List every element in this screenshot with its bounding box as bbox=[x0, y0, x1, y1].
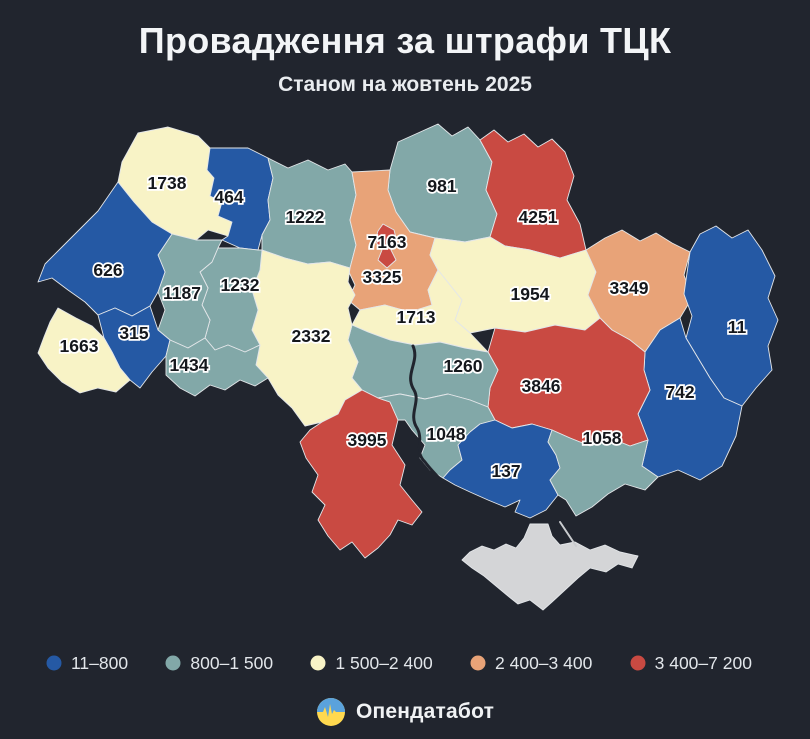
value-label-zaporizhzhia: 1058 bbox=[583, 428, 622, 448]
page-subtitle: Станом на жовтень 2025 bbox=[278, 73, 532, 96]
region-zaporizhzhia bbox=[547, 429, 659, 517]
legend-label: 2 400–3 400 bbox=[495, 652, 593, 673]
value-label-zakarpattia: 1663 bbox=[60, 336, 99, 356]
region-chernivtsi bbox=[165, 337, 269, 397]
value-label-ternopil: 1187 bbox=[163, 283, 201, 303]
value-label-mykolaiv: 1048 bbox=[427, 424, 466, 444]
legend: 11–800 800–1 500 1 500–2 400 2 400–3 400… bbox=[46, 650, 752, 676]
legend-label: 1 500–2 400 bbox=[335, 652, 433, 673]
value-label-chernihiv: 981 bbox=[427, 176, 456, 196]
legend-item-bucket-5: 3 400–7 200 bbox=[630, 653, 752, 674]
map-value-labels: 1738 464 1222 981 4251 626 1187 1232 332… bbox=[58, 171, 748, 482]
region-crimea bbox=[461, 523, 639, 611]
region-odesa bbox=[299, 389, 423, 559]
value-label-kherson: 137 bbox=[491, 461, 520, 481]
value-label-poltava: 1954 bbox=[511, 284, 550, 304]
opendatabot-logo-icon bbox=[316, 698, 345, 726]
legend-dot-red-icon bbox=[630, 655, 646, 671]
legend-dot-blue-icon bbox=[46, 655, 62, 671]
value-label-rivne: 464 bbox=[214, 187, 243, 207]
dnipro-river-line bbox=[409, 344, 445, 484]
value-label-volyn: 1738 bbox=[148, 173, 187, 193]
value-label-dnipropetrovsk: 3846 bbox=[522, 376, 561, 396]
value-label-luhansk: 11 bbox=[728, 317, 747, 337]
map-regions bbox=[37, 123, 779, 611]
value-label-chernivtsi: 1434 bbox=[170, 355, 209, 375]
value-label-odesa: 3995 bbox=[348, 430, 387, 450]
value-label-vinnytsia: 2332 bbox=[292, 326, 331, 346]
legend-item-bucket-3: 1 500–2 400 bbox=[310, 652, 433, 674]
legend-dot-yellow-icon bbox=[310, 655, 326, 671]
region-dnipropetrovsk bbox=[487, 317, 651, 447]
legend-item-bucket-1: 11–800 bbox=[46, 653, 128, 674]
arabat-spit-line bbox=[559, 521, 577, 547]
legend-dot-salmon-icon bbox=[470, 655, 486, 671]
value-label-khmelnytskyi: 1232 bbox=[221, 275, 260, 295]
value-label-kirovohrad: 1260 bbox=[444, 356, 483, 376]
value-label-kyiv-oblast: 3325 bbox=[363, 267, 402, 287]
value-label-zhytomyr: 1222 bbox=[286, 207, 325, 227]
legend-item-bucket-2: 800–1 500 bbox=[165, 653, 273, 674]
value-label-ivano-frankivsk: 315 bbox=[119, 323, 148, 343]
region-sumy bbox=[479, 129, 587, 259]
value-label-kyiv-city: 7163 bbox=[368, 232, 407, 252]
page-title: Провадження за штрафи ТЦК bbox=[138, 20, 672, 61]
region-kherson bbox=[442, 419, 561, 519]
value-label-lviv: 626 bbox=[93, 260, 122, 280]
value-label-donetsk: 742 bbox=[665, 382, 694, 402]
region-zakarpattia bbox=[37, 307, 131, 394]
region-kharkiv bbox=[585, 229, 693, 353]
legend-item-bucket-4: 2 400–3 400 bbox=[470, 653, 592, 674]
legend-dot-teal-icon bbox=[165, 655, 181, 671]
legend-label: 800–1 500 bbox=[190, 652, 274, 673]
legend-label: 11–800 bbox=[71, 652, 129, 673]
value-label-kharkiv: 3349 bbox=[610, 278, 649, 298]
value-label-sumy: 4251 bbox=[519, 207, 558, 227]
legend-label: 3 400–7 200 bbox=[654, 652, 752, 673]
value-label-cherkasy: 1713 bbox=[397, 307, 436, 327]
region-kyiv-city bbox=[374, 223, 398, 269]
brand-name: Опендатабот bbox=[355, 700, 495, 723]
footer-brand-bar: Опендатабот bbox=[0, 697, 810, 727]
